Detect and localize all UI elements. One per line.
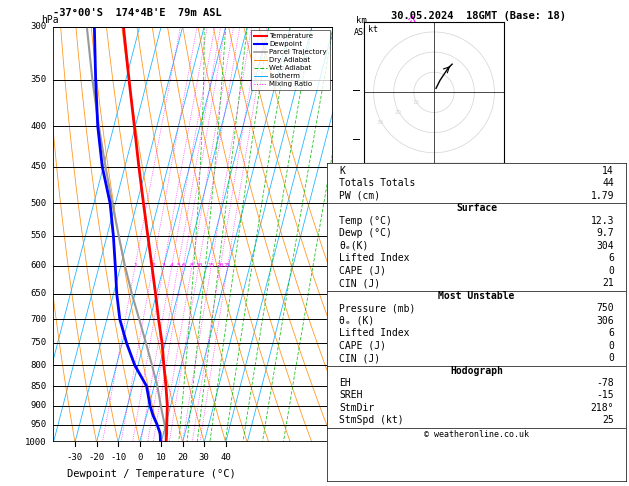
Text: 12.3: 12.3	[591, 216, 614, 226]
Text: 15: 15	[208, 263, 215, 268]
Text: 10: 10	[156, 452, 167, 462]
Text: 25: 25	[224, 263, 231, 268]
Text: -15: -15	[596, 390, 614, 400]
Text: km: km	[356, 16, 367, 25]
Text: 40: 40	[220, 452, 231, 462]
Text: Dewp (°C): Dewp (°C)	[339, 228, 392, 238]
Text: Pressure (mb): Pressure (mb)	[339, 303, 415, 313]
Text: 3: 3	[162, 263, 165, 268]
Text: Surface: Surface	[456, 203, 497, 213]
Text: -78: -78	[596, 378, 614, 388]
Text: 25: 25	[602, 416, 614, 425]
Text: 8: 8	[190, 263, 194, 268]
Text: 30: 30	[376, 120, 383, 125]
Text: θₑ(K): θₑ(K)	[339, 241, 369, 251]
Text: 0: 0	[608, 266, 614, 276]
Text: Most Unstable: Most Unstable	[438, 291, 515, 301]
Text: CIN (J): CIN (J)	[339, 278, 380, 288]
Text: 550: 550	[30, 231, 47, 241]
Text: 300: 300	[30, 22, 47, 31]
Text: 4: 4	[170, 263, 174, 268]
Text: 750: 750	[596, 303, 614, 313]
Text: Dewpoint / Temperature (°C): Dewpoint / Temperature (°C)	[67, 469, 236, 479]
Text: 1000: 1000	[25, 438, 47, 447]
Text: 0: 0	[137, 452, 142, 462]
Text: CAPE (J): CAPE (J)	[339, 266, 386, 276]
Text: 900: 900	[30, 401, 47, 410]
Text: Hodograph: Hodograph	[450, 365, 503, 376]
Text: CIN (J): CIN (J)	[339, 353, 380, 363]
Text: 800: 800	[30, 361, 47, 370]
Legend: Temperature, Dewpoint, Parcel Trajectory, Dry Adiabat, Wet Adiabat, Isotherm, Mi: Temperature, Dewpoint, Parcel Trajectory…	[252, 30, 330, 90]
Text: 306: 306	[596, 315, 614, 326]
Text: 30.05.2024  18GMT (Base: 18): 30.05.2024 18GMT (Base: 18)	[391, 11, 565, 21]
Text: 10: 10	[413, 100, 420, 105]
Text: 3: 3	[365, 334, 370, 343]
Text: -37°00'S  174°4B'E  79m ASL: -37°00'S 174°4B'E 79m ASL	[53, 8, 222, 18]
Text: Totals Totals: Totals Totals	[339, 178, 415, 188]
Text: 500: 500	[30, 199, 47, 208]
Text: 6: 6	[365, 181, 370, 190]
Text: 7: 7	[365, 134, 370, 143]
Text: 10: 10	[195, 263, 203, 268]
Text: 20: 20	[216, 263, 224, 268]
Text: 21: 21	[602, 278, 614, 288]
Text: 9.7: 9.7	[596, 228, 614, 238]
Text: 0: 0	[608, 341, 614, 350]
Text: 750: 750	[30, 338, 47, 347]
Text: 1: 1	[133, 263, 137, 268]
Text: 30: 30	[199, 452, 209, 462]
Text: Lifted Index: Lifted Index	[339, 253, 409, 263]
Text: CAPE (J): CAPE (J)	[339, 341, 386, 350]
Text: 44: 44	[602, 178, 614, 188]
Text: 600: 600	[30, 261, 47, 270]
Text: © weatheronline.co.uk: © weatheronline.co.uk	[424, 430, 529, 439]
Text: hPa: hPa	[41, 15, 58, 25]
Text: 6: 6	[608, 328, 614, 338]
Text: 5: 5	[176, 263, 180, 268]
Text: LCL: LCL	[333, 433, 348, 442]
Text: 1: 1	[365, 403, 370, 412]
Text: 2: 2	[151, 263, 155, 268]
Text: kt: kt	[367, 25, 377, 34]
Text: 950: 950	[30, 420, 47, 429]
Text: 2: 2	[365, 367, 370, 376]
Text: Temp (°C): Temp (°C)	[339, 216, 392, 226]
Text: 1.79: 1.79	[591, 191, 614, 201]
Text: 450: 450	[30, 162, 47, 171]
Text: -10: -10	[110, 452, 126, 462]
Text: 14: 14	[602, 166, 614, 176]
Text: EH: EH	[339, 378, 351, 388]
Text: -30: -30	[67, 452, 83, 462]
Text: 850: 850	[30, 382, 47, 391]
Text: 218°: 218°	[591, 403, 614, 413]
Text: -20: -20	[89, 452, 104, 462]
Text: 5: 5	[365, 259, 370, 268]
Text: ASL: ASL	[354, 28, 369, 37]
Text: 8: 8	[365, 85, 370, 94]
Text: 0: 0	[608, 353, 614, 363]
Text: 700: 700	[30, 314, 47, 324]
Text: K: K	[339, 166, 345, 176]
Text: 304: 304	[596, 241, 614, 251]
Text: 350: 350	[30, 75, 47, 85]
Text: Lifted Index: Lifted Index	[339, 328, 409, 338]
Text: SREH: SREH	[339, 390, 362, 400]
Text: StmDir: StmDir	[339, 403, 374, 413]
Text: 400: 400	[30, 122, 47, 131]
Text: Mixing Ratio (g/kg): Mixing Ratio (g/kg)	[391, 211, 399, 299]
Text: 6: 6	[182, 263, 186, 268]
Text: 20: 20	[177, 452, 188, 462]
Text: 650: 650	[30, 289, 47, 298]
Text: 6: 6	[608, 253, 614, 263]
Text: 4: 4	[365, 299, 370, 309]
Text: θₑ (K): θₑ (K)	[339, 315, 374, 326]
Text: PW (cm): PW (cm)	[339, 191, 380, 201]
Text: 20: 20	[394, 110, 401, 115]
Text: StmSpd (kt): StmSpd (kt)	[339, 416, 404, 425]
